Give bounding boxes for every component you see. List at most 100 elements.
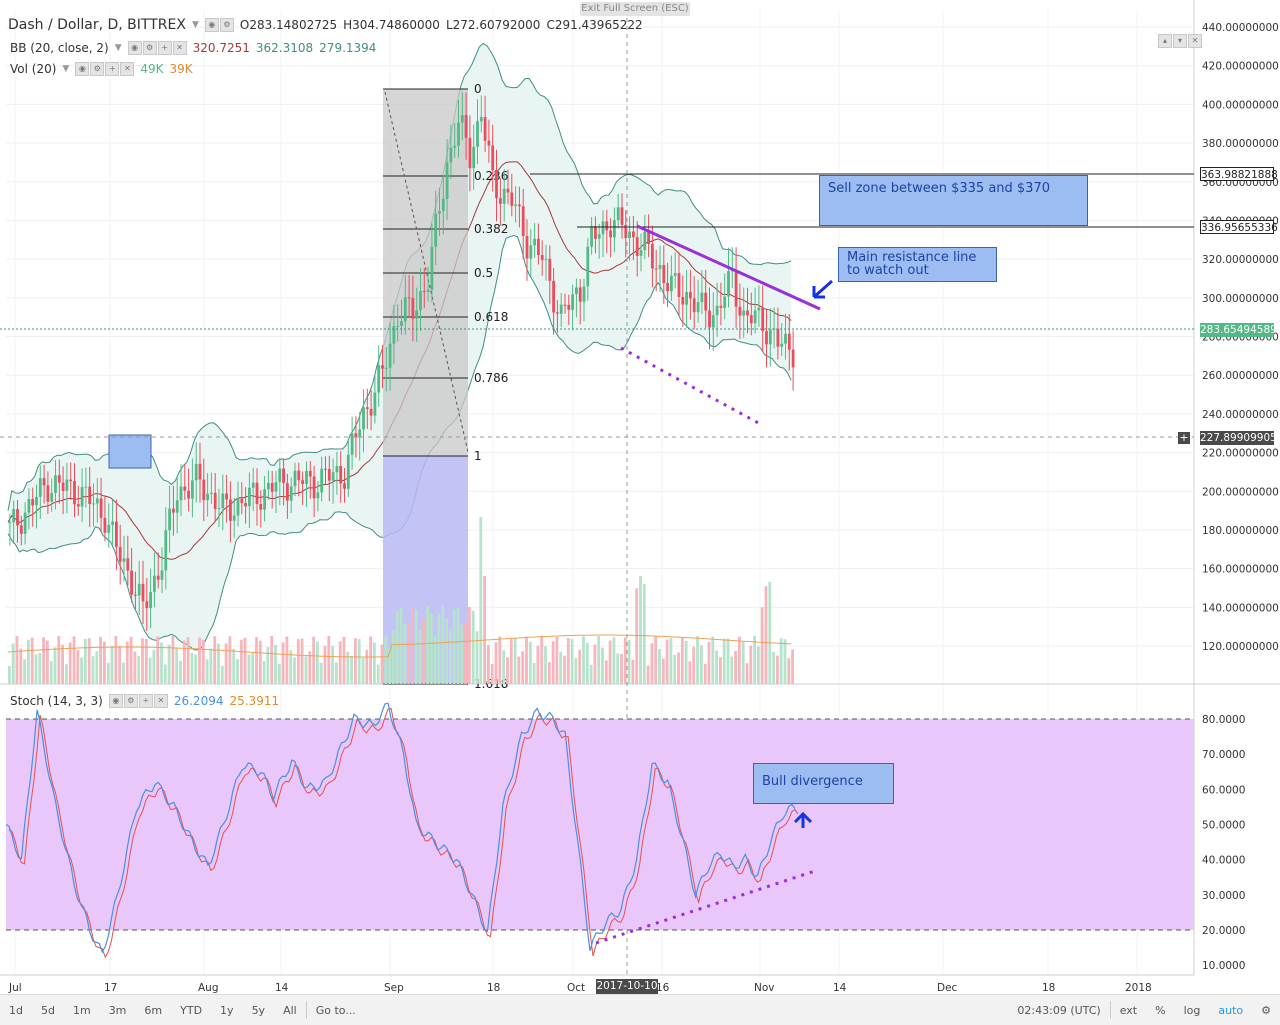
- settings-icon[interactable]: ⚙: [123, 694, 138, 708]
- eye-icon[interactable]: ◉: [204, 18, 219, 32]
- candle-body: [27, 499, 31, 513]
- candle-body: [95, 498, 99, 504]
- range-1m[interactable]: 1m: [72, 1003, 91, 1017]
- volume-bar: [266, 647, 270, 684]
- candle-body: [50, 493, 54, 502]
- volume-bar: [661, 658, 665, 684]
- volume-bar: [597, 636, 601, 684]
- ext-toggle[interactable]: ext: [1119, 1003, 1138, 1017]
- close-icon[interactable]: ✕: [153, 694, 168, 708]
- candle-body: [434, 213, 438, 247]
- candle-body: [187, 490, 190, 499]
- range-1d[interactable]: 1d: [9, 1003, 23, 1017]
- candle-body: [198, 463, 202, 480]
- resistance-annotation[interactable]: Main resistance line to watch out: [838, 247, 997, 282]
- candle-body: [639, 250, 643, 256]
- divergence-annotation[interactable]: Bull divergence: [753, 763, 894, 804]
- gear-icon[interactable]: ⚙: [1261, 1003, 1271, 1017]
- volume-bar: [220, 665, 224, 684]
- volume-bar: [738, 636, 741, 684]
- candle-body: [236, 498, 240, 516]
- add-icon[interactable]: +: [138, 694, 153, 708]
- log-toggle[interactable]: log: [1183, 1003, 1201, 1017]
- volume-bar: [376, 664, 380, 684]
- percent-toggle[interactable]: %: [1155, 1003, 1166, 1017]
- range-3m[interactable]: 3m: [108, 1003, 127, 1017]
- range-ytd[interactable]: YTD: [180, 1003, 203, 1017]
- volume-bar: [182, 640, 186, 684]
- auto-toggle[interactable]: auto: [1218, 1003, 1244, 1017]
- legend-controls[interactable]: ◉ ⚙ + ✕: [108, 694, 168, 708]
- volume-bar: [95, 651, 99, 684]
- volume-bar: [312, 636, 315, 684]
- volume-bar: [106, 662, 110, 684]
- candle-body: [263, 489, 266, 510]
- settings-icon[interactable]: ⚙: [142, 41, 157, 55]
- candle-body: [476, 121, 479, 147]
- vol-title[interactable]: Vol (20): [10, 62, 57, 76]
- volume-bar: [582, 636, 585, 684]
- goto-button[interactable]: Go to...: [315, 1003, 356, 1017]
- volume-bar: [335, 662, 338, 684]
- legend-controls[interactable]: ◉ ⚙: [204, 18, 234, 32]
- volume-bar: [475, 631, 479, 684]
- volume-bar: [517, 656, 521, 684]
- chevron-down-icon[interactable]: ▼: [191, 20, 199, 30]
- pane-controls[interactable]: ▴ ▾ ✕: [1158, 34, 1202, 48]
- range-5d[interactable]: 5d: [40, 1003, 55, 1017]
- volume-bar: [76, 650, 80, 684]
- volume-bar: [156, 636, 160, 684]
- sell-zone-annotation[interactable]: Sell zone between $335 and $370: [819, 175, 1088, 226]
- stoch-title[interactable]: Stoch (14, 3, 3): [10, 694, 103, 708]
- candle-body: [460, 115, 464, 123]
- candle-body: [172, 508, 175, 513]
- candle-body: [472, 146, 476, 169]
- stoch-tick-label: 40.0000: [1202, 855, 1245, 867]
- collapse-icon[interactable]: ▴: [1158, 34, 1172, 48]
- range-1y[interactable]: 1y: [220, 1003, 234, 1017]
- clock-time[interactable]: 02:43:09 (UTC): [1017, 1003, 1101, 1017]
- volume-bar: [175, 647, 179, 684]
- eye-icon[interactable]: ◉: [108, 694, 123, 708]
- volume-bar: [578, 649, 582, 684]
- settings-icon[interactable]: ⚙: [90, 62, 105, 76]
- bb-title[interactable]: BB (20, close, 2): [10, 41, 109, 55]
- candle-body: [130, 570, 133, 595]
- candle-body: [723, 296, 727, 308]
- settings-icon[interactable]: ⚙: [219, 18, 234, 32]
- volume-bar: [201, 639, 205, 684]
- add-icon[interactable]: +: [157, 41, 172, 55]
- eye-icon[interactable]: ◉: [127, 41, 142, 55]
- candle-body: [175, 500, 179, 513]
- legend-controls[interactable]: ◉ ⚙ + ✕: [75, 62, 135, 76]
- close-icon[interactable]: ✕: [120, 62, 135, 76]
- add-alert-icon[interactable]: +: [1178, 431, 1190, 444]
- candle-body: [761, 307, 765, 332]
- close-icon[interactable]: ✕: [1188, 34, 1202, 48]
- chevron-down-icon[interactable]: ▼: [62, 64, 70, 74]
- range-5y[interactable]: 5y: [251, 1003, 266, 1017]
- range-all[interactable]: All: [283, 1003, 297, 1017]
- volume-bar: [764, 586, 768, 684]
- candle-body: [388, 343, 392, 368]
- close-icon[interactable]: ✕: [172, 41, 187, 55]
- fib-level-label: 0.786: [474, 371, 508, 385]
- range-6m[interactable]: 6m: [144, 1003, 163, 1017]
- legend-controls[interactable]: ◉ ⚙ + ✕: [127, 41, 187, 55]
- candle-body: [168, 508, 171, 531]
- candle-body: [92, 503, 95, 505]
- expand-icon[interactable]: ▾: [1173, 34, 1187, 48]
- eye-icon[interactable]: ◉: [75, 62, 90, 76]
- candle-body: [734, 270, 738, 307]
- add-icon[interactable]: +: [105, 62, 120, 76]
- chevron-down-icon[interactable]: ▼: [114, 43, 122, 53]
- volume-bar: [357, 639, 361, 684]
- candle-body: [445, 162, 449, 199]
- volume-bar: [677, 652, 680, 684]
- candle-body: [115, 521, 118, 547]
- symbol-title[interactable]: Dash / Dollar, D, BITTREX: [8, 17, 186, 33]
- exit-fullscreen-button[interactable]: Exit Full Screen (ESC): [580, 2, 690, 16]
- time-tick-label: 18: [1042, 982, 1055, 994]
- candle-body: [468, 137, 472, 169]
